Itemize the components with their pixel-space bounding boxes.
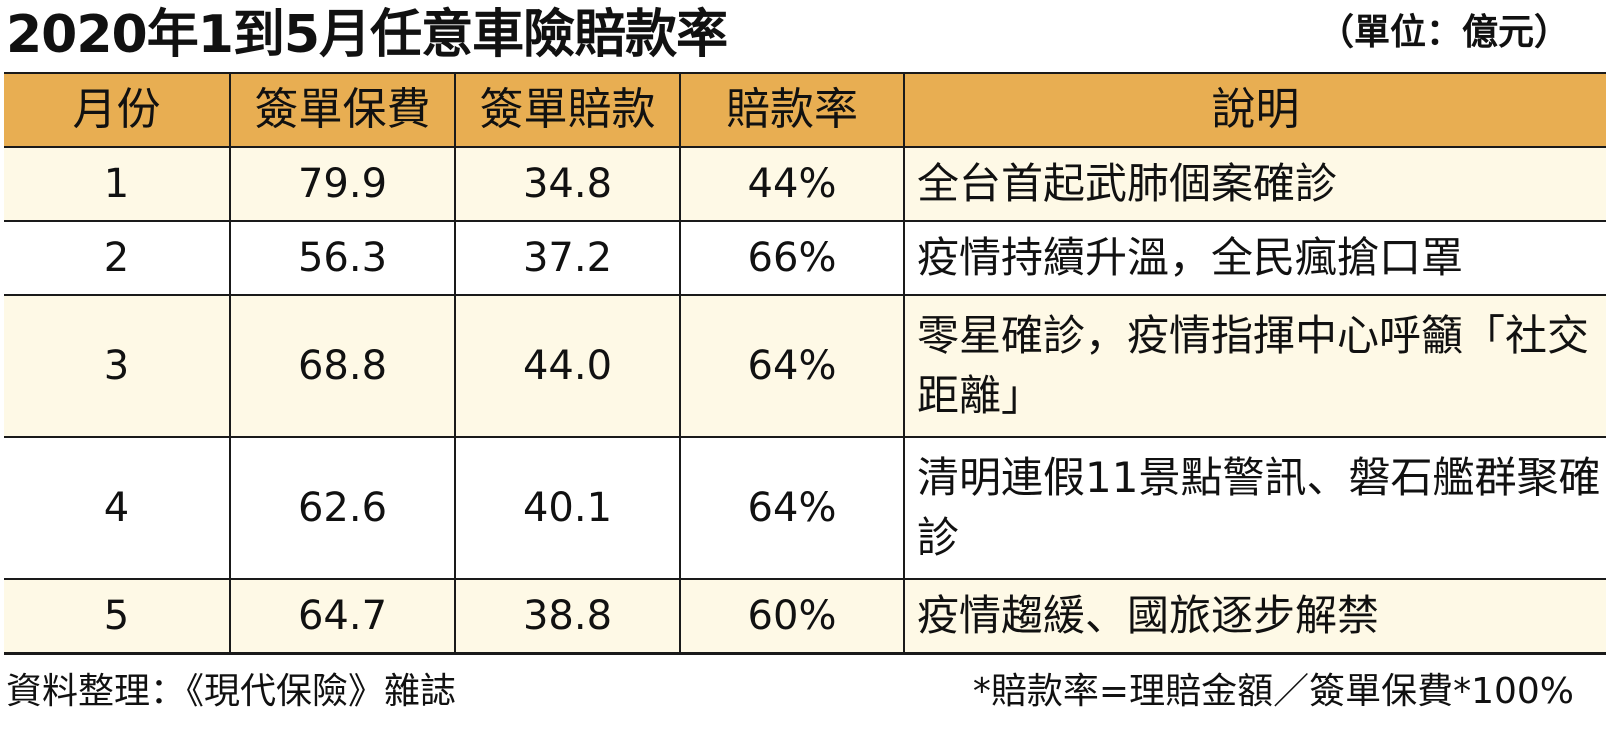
header-rate: 賠款率 [679, 72, 905, 148]
cell-claims: 38.8 [454, 578, 681, 655]
cell-claims: 40.1 [454, 436, 681, 580]
table-header-row: 月份 簽單保費 簽單賠款 賠款率 說明 [4, 72, 1606, 148]
cell-premium: 68.8 [229, 294, 456, 438]
cell-rate: 64% [679, 436, 905, 580]
page-title: 2020年1到5月任意車險賠款率 [6, 5, 728, 65]
cell-claims: 44.0 [454, 294, 681, 438]
header-description: 說明 [903, 72, 1606, 148]
formula-note: *賠款率=理賠金額／簽單保費*100% [972, 671, 1574, 712]
cell-month: 4 [4, 436, 231, 580]
cell-rate: 44% [679, 146, 905, 222]
cell-premium: 64.7 [229, 578, 456, 655]
table-row: 5 64.7 38.8 60% 疫情趨緩、國旅逐步解禁 [4, 578, 1606, 655]
cell-rate: 60% [679, 578, 905, 655]
cell-premium: 62.6 [229, 436, 456, 580]
cell-month: 5 [4, 578, 231, 655]
cell-premium: 56.3 [229, 220, 456, 296]
cell-description: 疫情趨緩、國旅逐步解禁 [903, 578, 1606, 655]
cell-description: 清明連假11景點警訊、磐石艦群聚確診 [903, 436, 1606, 580]
cell-description: 疫情持續升溫，全民瘋搶口罩 [903, 220, 1606, 296]
claims-table: 月份 簽單保費 簽單賠款 賠款率 說明 1 79.9 34.8 44% 全台首起… [4, 72, 1606, 655]
header-month: 月份 [4, 72, 231, 148]
header-premium: 簽單保費 [229, 72, 456, 148]
source-note: 資料整理：《現代保險》雜誌 [6, 671, 457, 712]
header-claims: 簽單賠款 [454, 72, 681, 148]
claims-table-container: 月份 簽單保費 簽單賠款 賠款率 說明 1 79.9 34.8 44% 全台首起… [4, 72, 1606, 655]
cell-month: 3 [4, 294, 231, 438]
cell-month: 1 [4, 146, 231, 222]
table-row: 1 79.9 34.8 44% 全台首起武肺個案確診 [4, 146, 1606, 222]
unit-label: （單位：億元） [1317, 12, 1570, 53]
table-row: 2 56.3 37.2 66% 疫情持續升溫，全民瘋搶口罩 [4, 220, 1606, 296]
title-row: 2020年1到5月任意車險賠款率 （單位：億元） [0, 0, 1610, 72]
cell-month: 2 [4, 220, 231, 296]
cell-rate: 64% [679, 294, 905, 438]
cell-claims: 34.8 [454, 146, 681, 222]
cell-description: 全台首起武肺個案確診 [903, 146, 1606, 222]
cell-rate: 66% [679, 220, 905, 296]
cell-claims: 37.2 [454, 220, 681, 296]
table-row: 4 62.6 40.1 64% 清明連假11景點警訊、磐石艦群聚確診 [4, 436, 1606, 580]
cell-premium: 79.9 [229, 146, 456, 222]
cell-description: 零星確診，疫情指揮中心呼籲「社交距離」 [903, 294, 1606, 438]
table-row: 3 68.8 44.0 64% 零星確診，疫情指揮中心呼籲「社交距離」 [4, 294, 1606, 438]
